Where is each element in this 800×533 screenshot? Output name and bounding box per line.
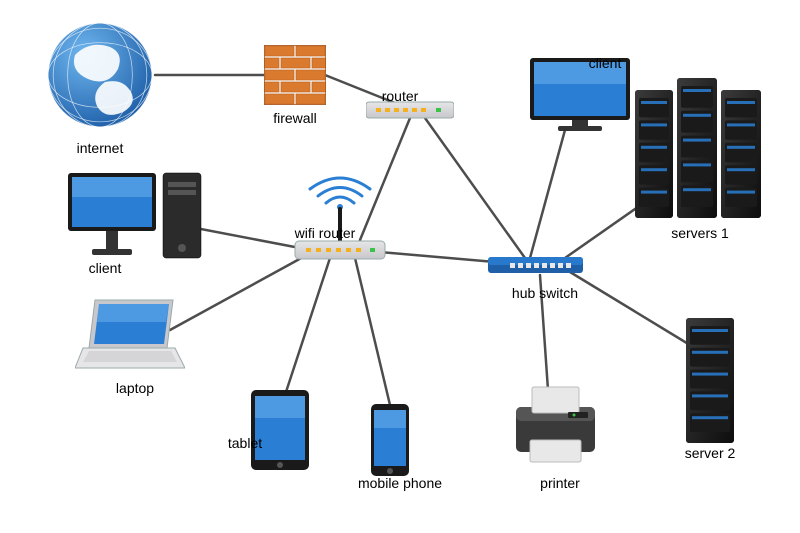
diagram-stage: internet firewall router wifi router hub swi… (0, 0, 800, 533)
label-client-top: client (89, 260, 122, 276)
node-firewall (264, 45, 326, 110)
node-client-top (68, 168, 203, 268)
node-tablet (251, 390, 309, 475)
label-printer: printer (540, 475, 580, 491)
node-laptop (75, 298, 185, 378)
label-server2: server 2 (685, 445, 736, 461)
label-client-tv: client (589, 55, 622, 71)
node-server2 (686, 318, 734, 448)
label-tablet: tablet (228, 435, 262, 451)
label-router: router (382, 88, 419, 104)
node-mobile (371, 404, 409, 481)
label-hub-switch: hub switch (512, 285, 578, 301)
node-wifi-router (290, 173, 390, 268)
node-servers1 (635, 78, 765, 228)
node-internet (45, 20, 155, 135)
node-hub-switch (488, 254, 583, 281)
node-printer (508, 385, 603, 470)
label-internet: internet (77, 140, 124, 156)
label-mobile: mobile phone (358, 475, 442, 491)
label-wifi-router: wifi router (295, 225, 356, 241)
label-servers1: servers 1 (671, 225, 729, 241)
label-laptop: laptop (116, 380, 154, 396)
label-firewall: firewall (273, 110, 317, 126)
